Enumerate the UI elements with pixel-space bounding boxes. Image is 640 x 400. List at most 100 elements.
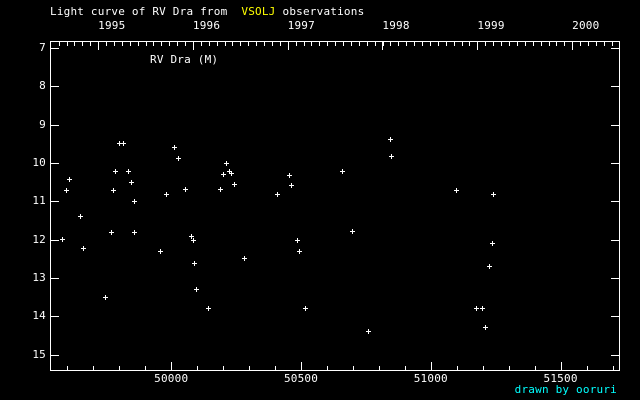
mag-tick-right	[611, 239, 619, 241]
jd-minor-tick	[508, 366, 510, 370]
year-tick-label: 1995	[98, 19, 126, 32]
year-tick	[477, 42, 479, 50]
data-point	[220, 172, 226, 178]
month-tick	[185, 42, 187, 46]
mag-tick-right	[611, 124, 619, 126]
data-point	[66, 177, 72, 183]
mag-tick-left	[51, 201, 59, 203]
month-tick	[58, 42, 60, 46]
month-tick	[90, 42, 92, 46]
month-tick	[493, 42, 495, 46]
mag-tick-left	[51, 277, 59, 279]
jd-minor-tick	[456, 366, 458, 370]
data-point	[63, 187, 69, 193]
month-tick	[406, 42, 408, 46]
mag-tick-right	[611, 47, 619, 49]
month-tick	[516, 42, 518, 46]
data-point	[479, 306, 485, 312]
data-point	[128, 179, 134, 185]
month-tick	[611, 42, 613, 46]
month-tick	[121, 42, 123, 46]
jd-minor-tick	[378, 366, 380, 370]
data-point	[232, 182, 238, 188]
data-point	[158, 248, 164, 254]
data-point	[217, 187, 223, 193]
month-tick	[161, 42, 163, 46]
data-point	[78, 214, 84, 220]
data-point	[489, 241, 495, 247]
data-point	[205, 305, 211, 311]
month-tick	[113, 42, 115, 46]
mag-tick-right	[611, 86, 619, 88]
data-point	[388, 136, 394, 142]
month-tick	[287, 42, 289, 46]
data-point	[117, 140, 123, 146]
month-tick	[414, 42, 416, 46]
mag-tick-left	[51, 124, 59, 126]
data-point	[80, 245, 86, 251]
month-tick	[556, 42, 558, 46]
jd-minor-tick	[93, 366, 95, 370]
month-tick	[224, 42, 226, 46]
data-point	[194, 286, 200, 292]
jd-minor-tick	[404, 366, 406, 370]
jd-minor-tick	[352, 366, 354, 370]
data-point	[59, 237, 65, 243]
chart-title: Light curve of RV Dra from VSOLJ observati…	[50, 5, 364, 18]
month-tick	[335, 42, 337, 46]
month-tick	[580, 42, 582, 46]
jd-minor-tick	[326, 366, 328, 370]
month-tick	[390, 42, 392, 46]
month-tick	[374, 42, 376, 46]
month-tick	[477, 42, 479, 46]
jd-tick-label: 51500	[543, 372, 578, 385]
credit-text: drawn by ooruri	[514, 383, 617, 396]
series-label: RV Dra (M)	[150, 53, 219, 66]
mag-tick-left	[51, 162, 59, 164]
month-tick	[192, 42, 194, 46]
month-tick	[74, 42, 76, 46]
mag-tick-label: 8	[39, 79, 46, 93]
data-point	[109, 229, 115, 235]
data-point	[176, 155, 182, 161]
mag-tick-left	[51, 239, 59, 241]
month-tick	[208, 42, 210, 46]
data-point	[340, 168, 346, 174]
month-tick	[540, 42, 542, 46]
data-point	[103, 295, 109, 301]
mag-tick-label: 9	[39, 117, 46, 131]
data-point	[491, 191, 497, 197]
data-point	[482, 325, 488, 331]
month-tick	[200, 42, 202, 46]
jd-tick	[301, 362, 302, 370]
jd-minor-tick	[534, 366, 536, 370]
mag-tick-right	[611, 201, 619, 203]
month-tick	[303, 42, 305, 46]
jd-minor-tick	[67, 366, 69, 370]
jd-minor-tick	[275, 366, 277, 370]
mag-tick-label: 11	[32, 194, 46, 208]
month-tick	[532, 42, 534, 46]
month-tick	[461, 42, 463, 46]
month-tick	[485, 42, 487, 46]
month-tick	[572, 42, 574, 46]
month-tick	[145, 42, 147, 46]
data-point	[132, 229, 138, 235]
month-tick	[311, 42, 313, 46]
data-point	[191, 237, 197, 243]
month-tick	[524, 42, 526, 46]
data-point	[242, 256, 248, 262]
mag-tick-label: 14	[32, 309, 46, 323]
data-point	[274, 191, 280, 197]
data-point	[113, 168, 119, 174]
year-tick-label: 1996	[192, 19, 221, 32]
month-tick	[319, 42, 321, 46]
month-tick	[248, 42, 250, 46]
data-point	[189, 233, 195, 239]
month-tick	[437, 42, 439, 46]
data-point	[302, 306, 308, 312]
jd-minor-tick	[145, 366, 147, 370]
data-point	[350, 229, 356, 235]
month-tick	[366, 42, 368, 46]
month-tick	[595, 42, 597, 46]
